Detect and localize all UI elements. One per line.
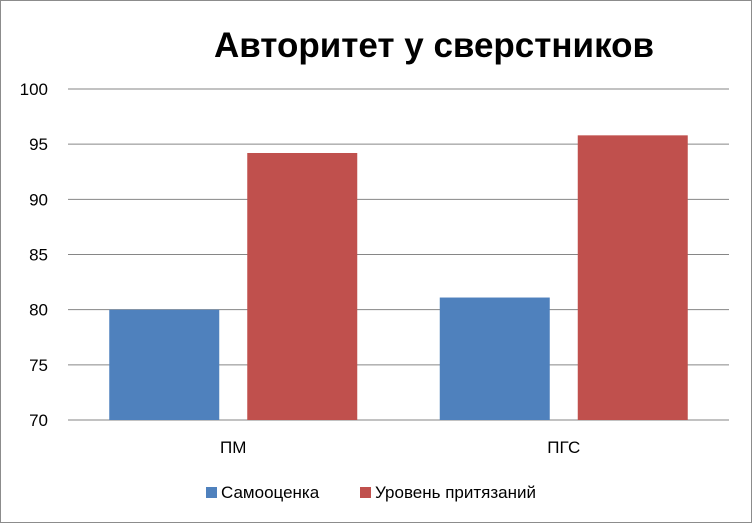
y-axis-tick-labels: 70 75 80 85 90 95 100 <box>20 80 48 430</box>
bars <box>109 135 688 420</box>
y-tick-label-90: 90 <box>29 190 48 209</box>
y-tick-label-100: 100 <box>20 80 48 99</box>
legend-swatch-aspiration-level <box>360 487 371 498</box>
y-tick-label-85: 85 <box>29 246 48 265</box>
x-axis-category-labels: ПМ ПГС <box>220 438 580 457</box>
bar-self-assessment-1 <box>109 309 220 420</box>
legend-label-self-assessment: Самооценка <box>221 483 320 502</box>
legend-swatch-self-assessment <box>206 487 217 498</box>
x-category-label-1: ПМ <box>220 438 246 457</box>
y-tick-label-95: 95 <box>29 135 48 154</box>
legend: Самооценка Уровень притязаний <box>206 483 536 502</box>
y-tick-label-70: 70 <box>29 411 48 430</box>
legend-label-aspiration-level: Уровень притязаний <box>375 483 536 502</box>
bar-self-assessment-2 <box>439 297 550 420</box>
bar-aspiration-level-2 <box>577 135 688 420</box>
y-tick-label-75: 75 <box>29 356 48 375</box>
y-tick-label-80: 80 <box>29 301 48 320</box>
bar-aspiration-level-1 <box>247 152 358 420</box>
chart-title: Авторитет у сверстников <box>214 26 654 65</box>
x-category-label-2: ПГС <box>547 438 580 457</box>
